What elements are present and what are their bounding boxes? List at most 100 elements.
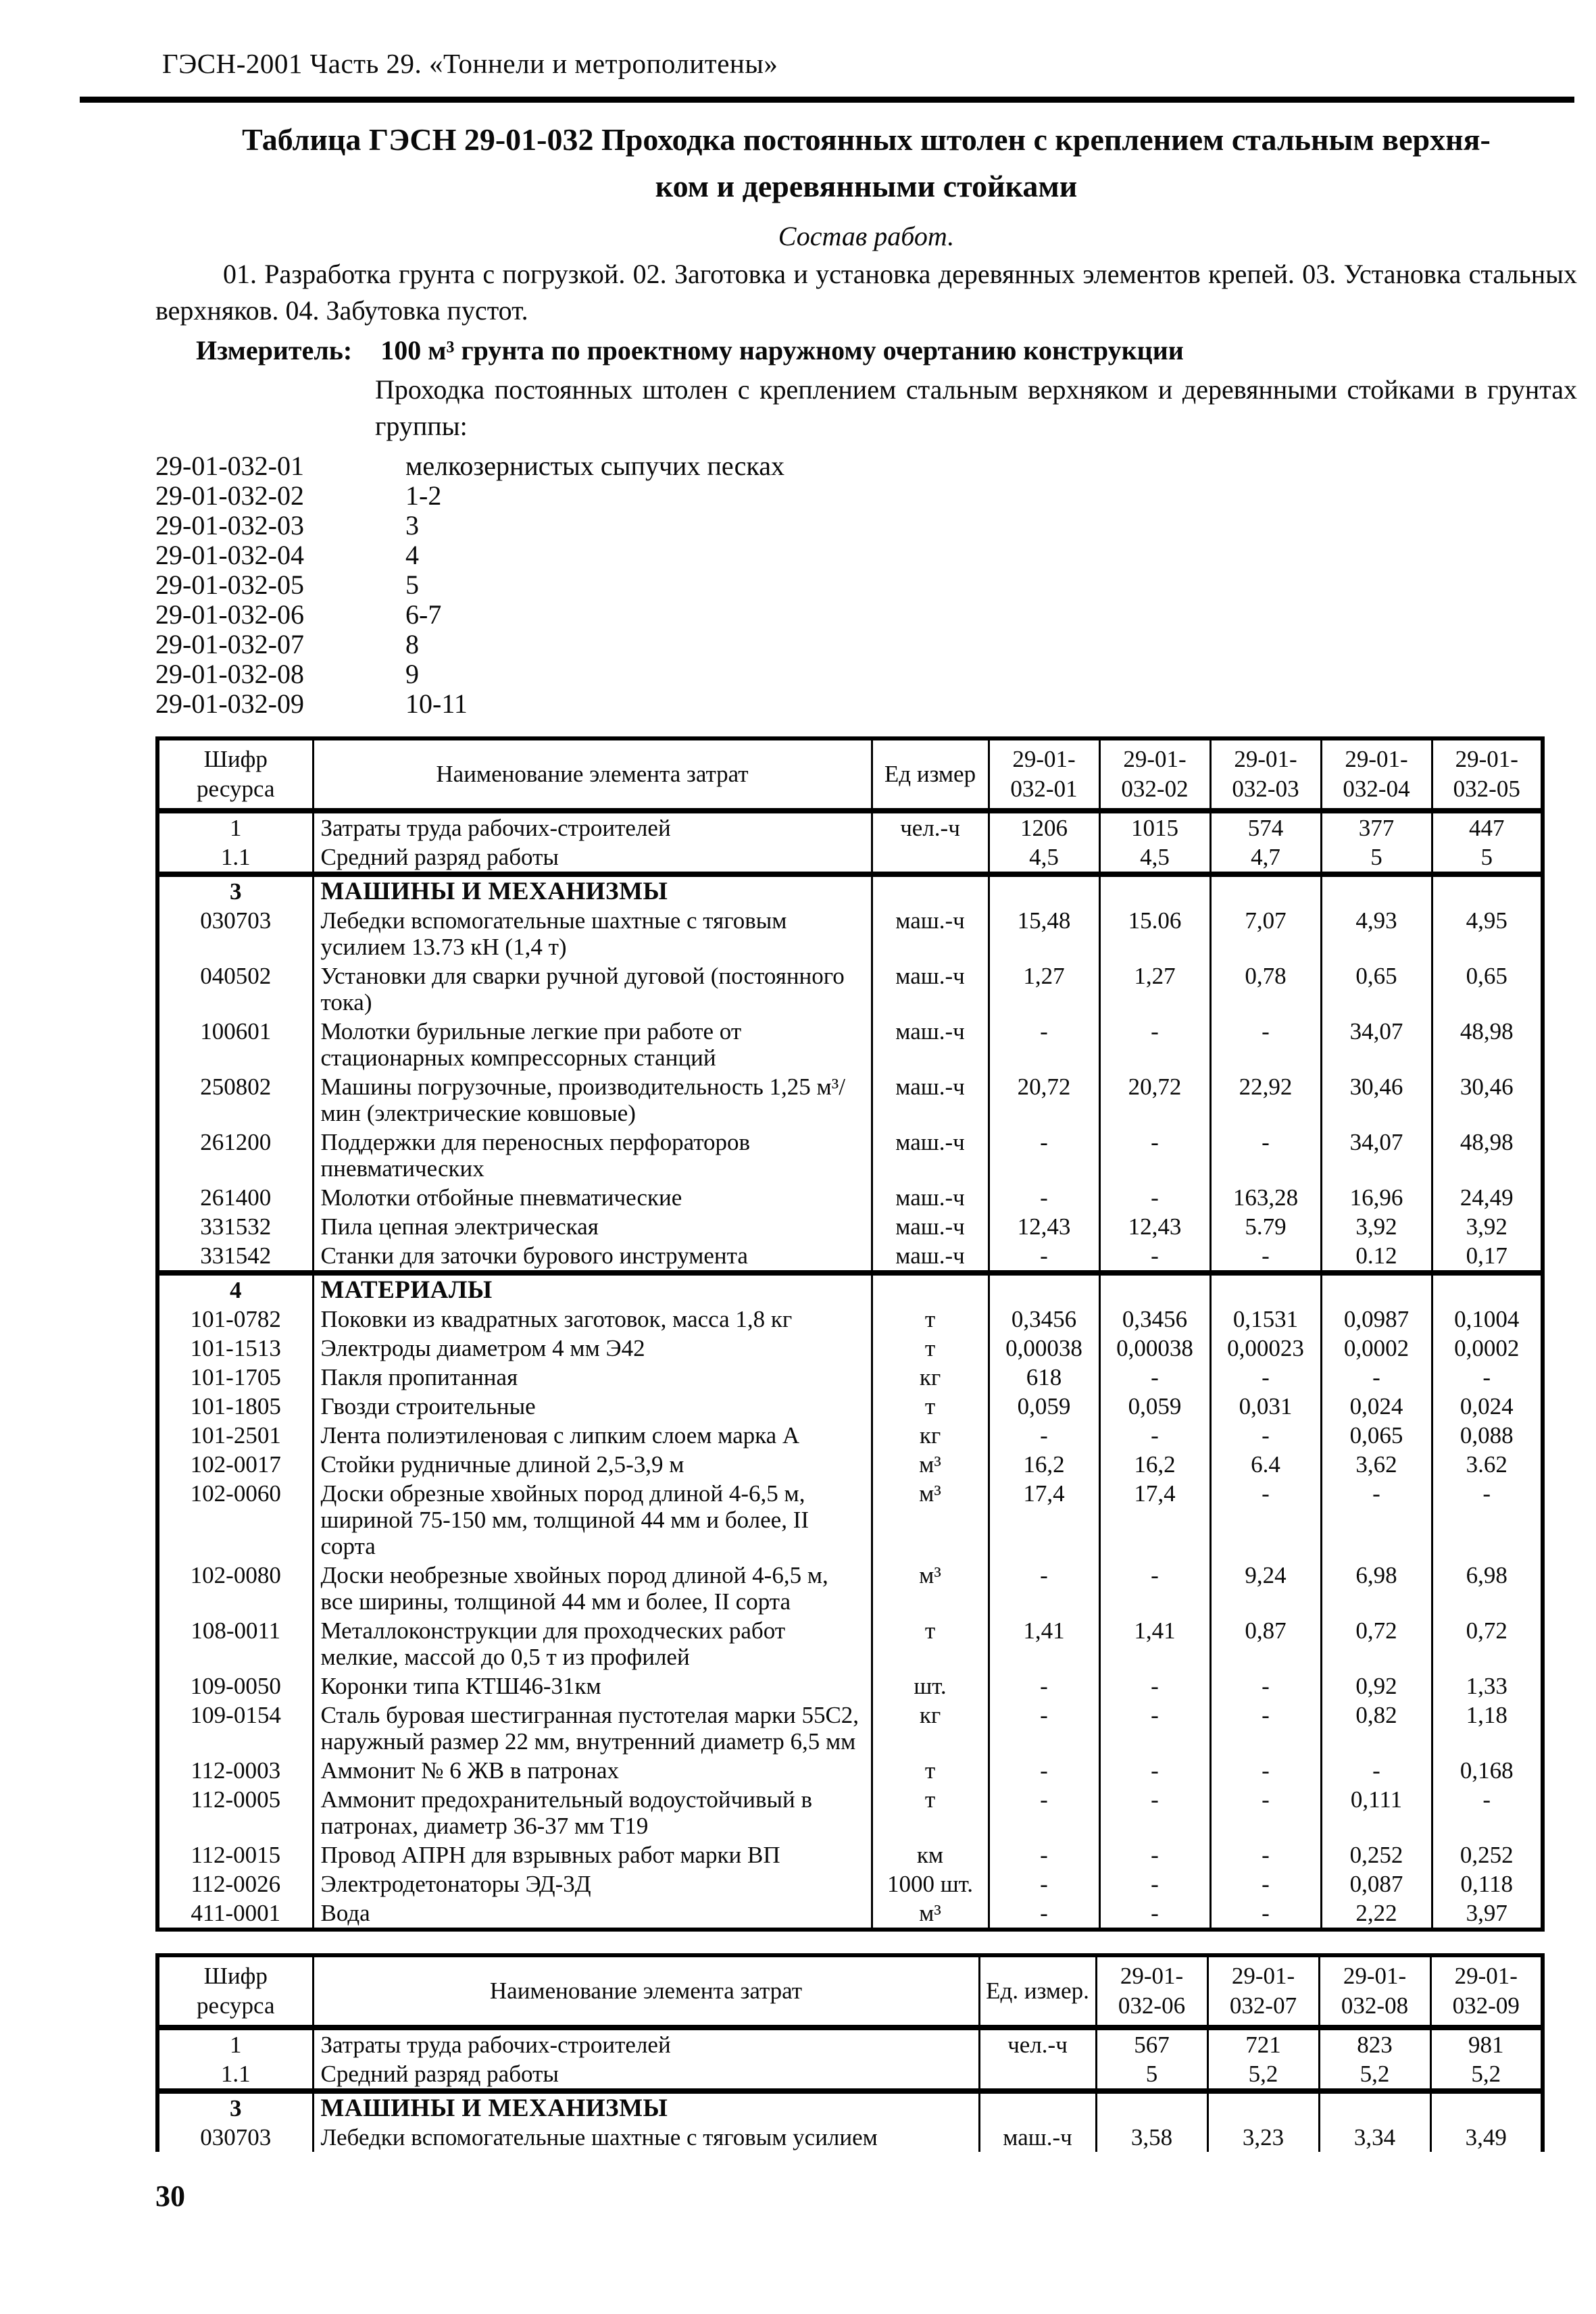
value-cell: 447 xyxy=(1430,811,1544,843)
value-cell: 0,031 xyxy=(1209,1392,1322,1422)
value-cell: 0,17 xyxy=(1430,1241,1544,1276)
variant-desc: 9 xyxy=(405,659,419,690)
table-row: 109-0050 Коронки типа КТШ46-31км шт. - - -0,9… xyxy=(156,1671,1544,1701)
unit-cell xyxy=(870,842,990,878)
resource-code-cell: 108-0011 xyxy=(156,1616,314,1672)
value-cell: - xyxy=(1209,1241,1322,1276)
table-row: 1 Затраты труда рабочих-строителей чел.-ч 1… xyxy=(156,811,1544,843)
value-cell: 721 xyxy=(1206,2028,1320,2060)
column-header: 29-01- 032-02 xyxy=(1098,738,1212,814)
value-cell: 3,58 xyxy=(1095,2123,1209,2153)
variant-row: 29-01-032-06 6-7 xyxy=(155,600,1577,630)
unit-cell: 1000 шт. xyxy=(870,1869,990,1899)
cost-element-name-cell: Доски необрезные хвойных пород длиной 4-… xyxy=(311,1561,873,1617)
unit-cell: м³ xyxy=(870,1561,990,1617)
document-header: ГЭСН-2001 Часть 29. «Тоннели и метрополи… xyxy=(162,48,778,79)
value-cell: 0,65 xyxy=(1430,961,1544,1017)
value-cell: - xyxy=(1098,1671,1212,1701)
value-cell: - xyxy=(1098,1756,1212,1786)
value-cell: - xyxy=(987,1756,1101,1786)
value-cell xyxy=(1430,1273,1544,1305)
value-cell: 0,118 xyxy=(1430,1869,1544,1899)
value-cell: 24,49 xyxy=(1430,1183,1544,1213)
variant-desc: 8 xyxy=(405,629,419,660)
value-cell: - xyxy=(1098,1840,1212,1870)
variant-desc: 6-7 xyxy=(405,599,442,630)
value-cell: 20,72 xyxy=(1098,1072,1212,1128)
unit-cell xyxy=(978,2059,1097,2094)
value-cell: - xyxy=(987,1701,1101,1757)
table-row: 1 Затраты труда рабочих-строителей чел.-ч 5… xyxy=(156,2028,1544,2060)
resource-code-cell: 101-0782 xyxy=(156,1305,314,1334)
value-cell: - xyxy=(987,1671,1101,1701)
table-row: 411-0001 Вода м³ - - -2,22 3,97 xyxy=(156,1898,1544,1930)
sostav-rabot-text: 01. Разработка грунта с погрузкой. 02. З… xyxy=(155,259,1577,326)
value-cell xyxy=(1320,874,1433,907)
cost-element-name-cell: Доски обрезные хвойных пород длиной 4-6,… xyxy=(311,1479,873,1561)
table-row: 030703 Лебедки вспомогательные шахтные с … xyxy=(156,906,1544,962)
value-cell: 0,087 xyxy=(1320,1869,1433,1899)
resource-code-cell: 102-0017 xyxy=(156,1450,314,1480)
value-cell: - xyxy=(987,1421,1101,1451)
cost-element-name-cell: Молотки бурильные легкие при работе от с… xyxy=(311,1017,873,1073)
value-cell: - xyxy=(1320,1363,1433,1392)
value-cell: 17,4 xyxy=(1098,1479,1212,1561)
variant-desc: мелкозернистых сыпучих песках xyxy=(405,451,784,482)
izmeritel-label: Измеритель: xyxy=(196,335,353,366)
cost-element-name-cell: Коронки типа КТШ46-31км xyxy=(311,1671,873,1701)
resource-code-cell: 261200 xyxy=(156,1128,314,1184)
value-cell: 16,96 xyxy=(1320,1183,1433,1213)
cost-element-name-cell: Затраты труда рабочих-строителей xyxy=(311,2028,980,2060)
value-cell: - xyxy=(1209,1869,1322,1899)
value-cell: - xyxy=(1098,1701,1212,1757)
value-cell: - xyxy=(1209,1756,1322,1786)
resource-code-cell: 250802 xyxy=(156,1072,314,1128)
value-cell: 30,46 xyxy=(1430,1072,1544,1128)
table-row: 261400 Молотки отбойные пневматические маш… xyxy=(156,1183,1544,1213)
value-cell: - xyxy=(987,1183,1101,1213)
variant-row: 29-01-032-07 8 xyxy=(155,630,1577,659)
value-cell: - xyxy=(1098,1363,1212,1392)
value-cell xyxy=(1320,1273,1433,1305)
value-cell: 5,2 xyxy=(1206,2059,1320,2094)
value-cell: 0,82 xyxy=(1320,1701,1433,1757)
unit-cell: т xyxy=(870,1616,990,1672)
table-row: 102-0060 Доски обрезные хвойных пород дли… xyxy=(156,1479,1544,1561)
value-cell: 4,93 xyxy=(1320,906,1433,962)
cost-element-name-cell: Гвозди строительные xyxy=(311,1392,873,1422)
value-cell: - xyxy=(987,1128,1101,1184)
value-cell: 823 xyxy=(1318,2028,1432,2060)
unit-cell: маш.-ч xyxy=(978,2123,1097,2153)
value-cell: 0,72 xyxy=(1430,1616,1544,1672)
value-cell: 1015 xyxy=(1098,811,1212,843)
value-cell: 6,98 xyxy=(1320,1561,1433,1617)
cost-table-2: Шифр ресурса Наименование элемента затра… xyxy=(155,1953,1545,2153)
resource-code-cell: 102-0060 xyxy=(156,1479,314,1561)
unit-cell: маш.-ч xyxy=(870,1128,990,1184)
unit-cell: чел.-ч xyxy=(870,811,990,843)
value-cell: 17,4 xyxy=(987,1479,1101,1561)
value-cell: 0.12 xyxy=(1320,1241,1433,1276)
resource-code-cell: 101-2501 xyxy=(156,1421,314,1451)
unit-cell: маш.-ч xyxy=(870,1241,990,1276)
table-row: 102-0017 Стойки рудничные длиной 2,5-3,9 … xyxy=(156,1450,1544,1480)
unit-header: Ед. измер. xyxy=(978,1955,1097,2031)
value-cell xyxy=(1209,874,1322,907)
value-cell: 1,33 xyxy=(1430,1671,1544,1701)
izmeritel-value: 100 м³ грунта по проектному наружному оч… xyxy=(380,335,1184,366)
value-cell: 0,87 xyxy=(1209,1616,1322,1672)
value-cell: 3,92 xyxy=(1430,1212,1544,1242)
variant-code: 29-01-032-04 xyxy=(155,540,304,571)
value-cell: 0,72 xyxy=(1320,1616,1433,1672)
value-cell: 5 xyxy=(1320,842,1433,878)
resource-code-cell: 331532 xyxy=(156,1212,314,1242)
unit-cell: км xyxy=(870,1840,990,1870)
izmeritel-line: Измеритель: 100 м³ грунта по проектному н… xyxy=(196,334,1577,366)
table-row: 101-1513 Электроды диаметром 4 мм Э42 т 0,0… xyxy=(156,1334,1544,1363)
table-row: 101-1705 Пакля пропитанная кг 618- - - - xyxy=(156,1363,1544,1392)
value-cell: 5,2 xyxy=(1318,2059,1432,2094)
unit-cell: маш.-ч xyxy=(870,1212,990,1242)
column-header: 29-01- 032-06 xyxy=(1095,1955,1209,2031)
value-cell: - xyxy=(1098,1869,1212,1899)
value-cell: 6,98 xyxy=(1430,1561,1544,1617)
